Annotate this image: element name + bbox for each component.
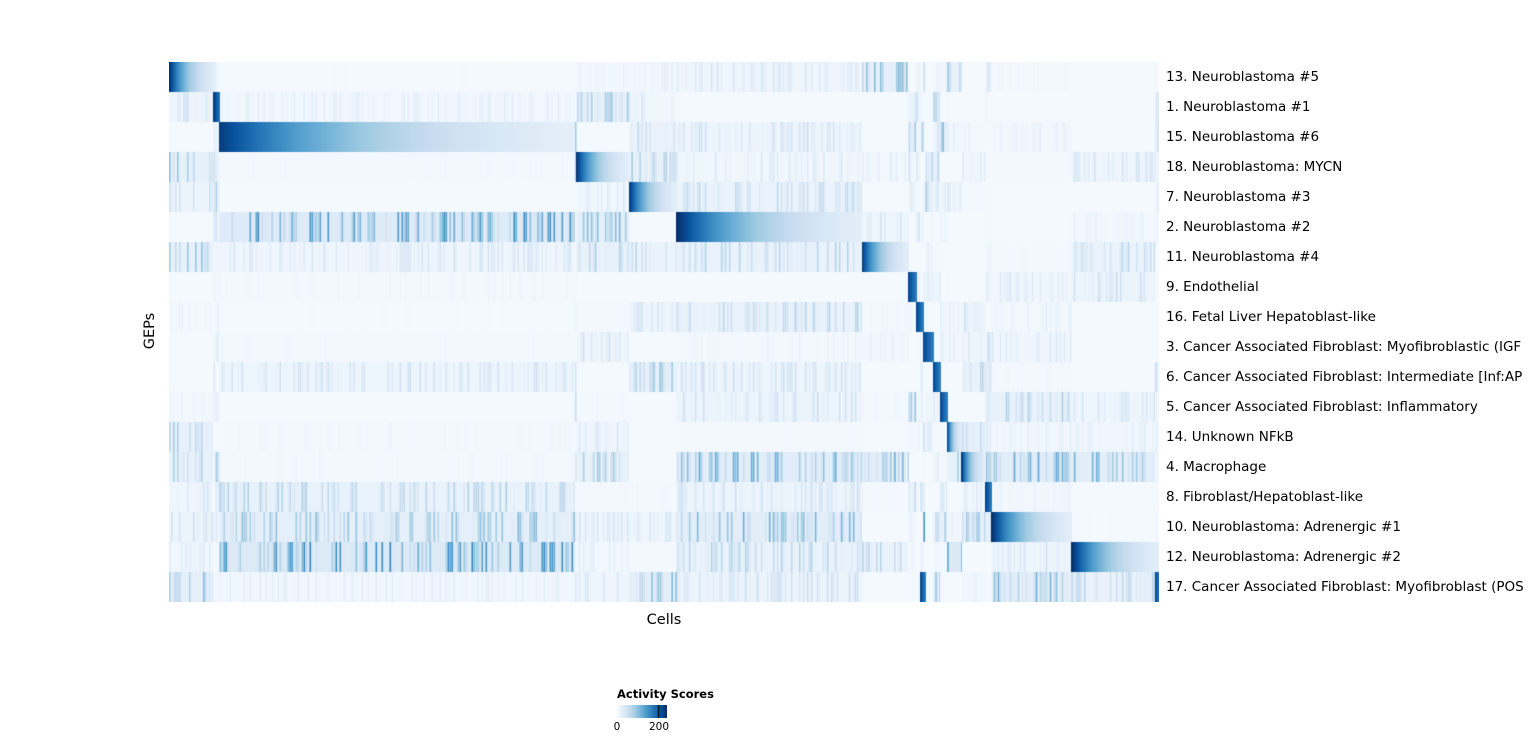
row-label: 15. Neuroblastoma #6	[1166, 129, 1320, 145]
row-label: 13. Neuroblastoma #5	[1166, 69, 1320, 85]
row-label: 6. Cancer Associated Fibroblast: Interme…	[1166, 369, 1523, 385]
row-label: 5. Cancer Associated Fibroblast: Inflamm…	[1166, 399, 1478, 415]
row-label: 12. Neuroblastoma: Adrenergic #2	[1166, 549, 1401, 565]
row-label: 3. Cancer Associated Fibroblast: Myofibr…	[1166, 339, 1522, 355]
row-label: 17. Cancer Associated Fibroblast: Myofib…	[1166, 579, 1524, 595]
colorbar-legend: Activity Scores 0 200	[613, 687, 714, 737]
row-label: 11. Neuroblastoma #4	[1166, 249, 1320, 265]
row-label: 7. Neuroblastoma #3	[1166, 189, 1311, 205]
row-label: 1. Neuroblastoma #1	[1166, 99, 1311, 115]
y-axis-label: GEPs	[142, 312, 158, 350]
colorbar-gradient	[617, 705, 667, 718]
row-labels: 13. Neuroblastoma #5 1. Neuroblastoma #1 1…	[1166, 62, 1524, 602]
row-label: 2. Neuroblastoma #2	[1166, 219, 1311, 235]
row-label: 16. Fetal Liver Hepatoblast-like	[1166, 309, 1376, 325]
colorbar-title: Activity Scores	[617, 687, 714, 701]
row-label: 14. Unknown NFkB	[1166, 429, 1294, 445]
x-axis-label: Cells	[646, 612, 682, 628]
colorbar-tick-label: 200	[648, 721, 670, 733]
row-label: 9. Endothelial	[1166, 279, 1259, 295]
row-label: 10. Neuroblastoma: Adrenergic #1	[1166, 519, 1401, 535]
heatmap-canvas	[169, 62, 1159, 602]
row-label: 18. Neuroblastoma: MYCN	[1166, 159, 1343, 175]
colorbar-ticks: 0 200	[613, 721, 670, 737]
row-label: 4. Macrophage	[1166, 459, 1267, 475]
row-label: 8. Fibroblast/Hepatoblast-like	[1166, 489, 1364, 505]
colorbar-tick-label: 0	[613, 721, 621, 733]
